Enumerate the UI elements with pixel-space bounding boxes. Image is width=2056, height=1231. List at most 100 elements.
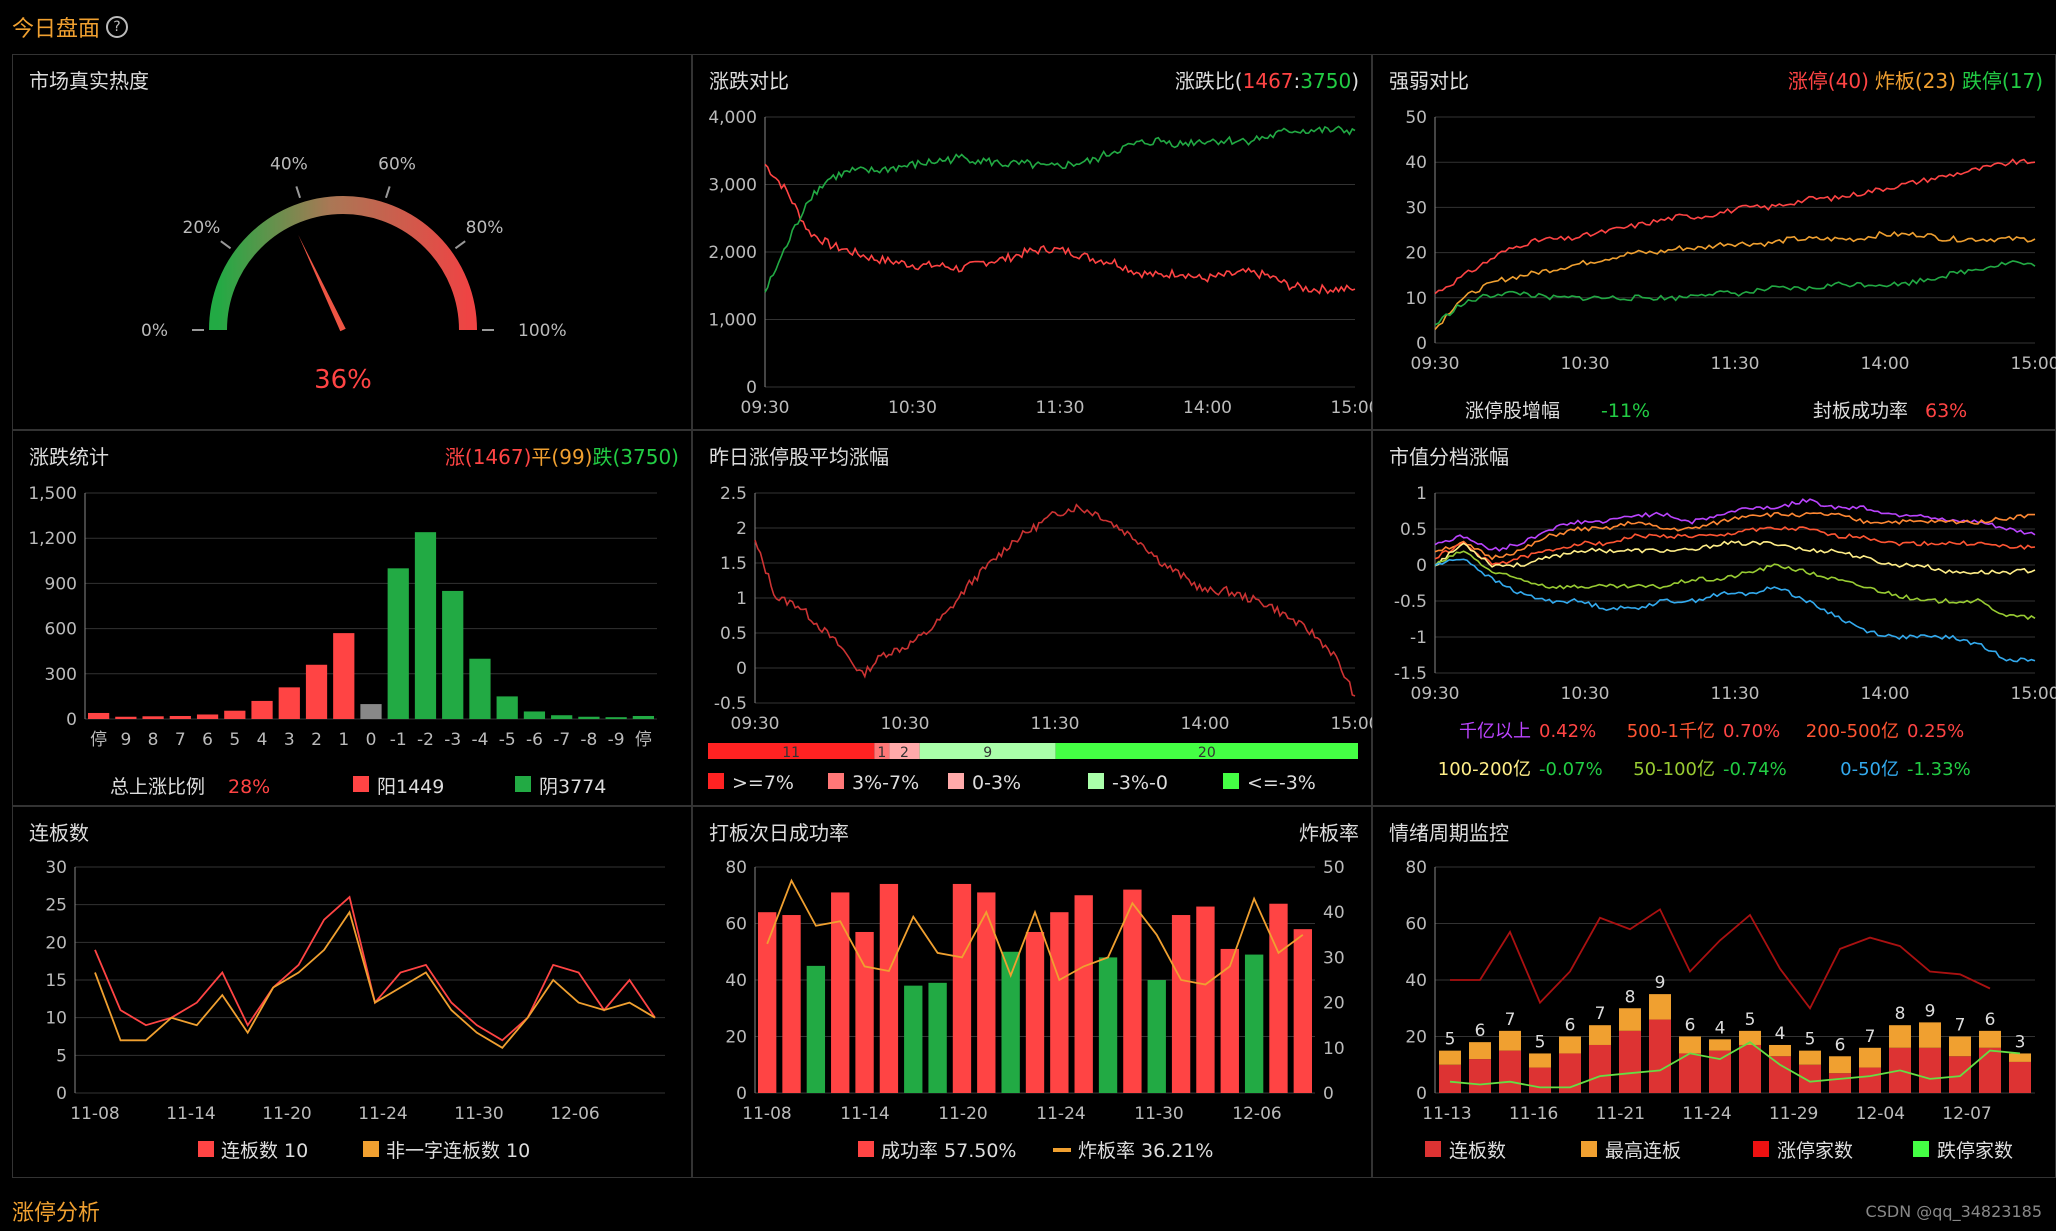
panel-avg: 昨日涨停股平均涨幅 2.5 2 1.5 1 0.5 0 -0.5 09:30 10:30 11:3… [692,430,1373,806]
strength-stat-label: 封板成功率 [1813,400,1908,422]
stats-xtick: 7 [175,730,186,750]
cycle-zuigao-bar [1529,1053,1551,1068]
strength-stat-value: -11% [1601,400,1650,422]
cap-xtick: 09:30 [1411,684,1460,704]
success-xtick: 11-08 [742,1104,791,1124]
avg-legend-label: 0-3% [972,772,1021,794]
stats-xtick: 8 [148,730,159,750]
success-bar [1244,954,1264,1093]
section-title: 今日盘面 [12,17,101,42]
avg-ytick: 2 [736,519,747,539]
avg-xtick: 09:30 [731,714,780,734]
cycle-dieting-line [1449,1041,2021,1089]
gauge-tick-mark [385,186,391,199]
strength-xtick: 15:00 [2011,354,2056,374]
lianban-legend-swatch [198,1141,214,1157]
avg-dist-segment [708,743,875,759]
success-zhaban-line [766,878,1304,986]
cycle-ytick: 60 [1405,915,1427,935]
stats-yin-swatch [515,776,531,792]
avg-legend-swatch [1223,773,1239,789]
lianban-ytick: 5 [56,1046,67,1066]
avg-xtick: 14:00 [1181,714,1230,734]
cycle-bar-label: 3 [2015,1032,2026,1052]
cycle-lianban-bar [1859,1067,1881,1093]
gauge-tick-label: 40% [270,155,308,175]
cycle-lianban-bar [1559,1053,1581,1093]
success-ytick: 0 [736,1084,747,1104]
lianban-ytick: 10 [45,1009,67,1029]
help-icon[interactable]: ? [106,16,129,38]
gauge-tick-label: 0% [141,321,168,341]
stats-bar [305,664,328,719]
gauge-tick-label: 80% [466,218,504,238]
gauge-tick-mark [220,240,232,250]
updown-xtick: 09:30 [741,398,790,418]
stats-summary-item: 跌(3750) [592,445,679,469]
lianban-series-line [94,895,656,1042]
updown-xtick: 10:30 [888,398,937,418]
cycle-zuigao-bar [1589,1025,1611,1045]
panel-success: 打板次日成功率 炸板率 80 60 40 20 0 50 40 30 20 10 0 11-08 11-… [692,806,1372,1178]
cycle-title: 情绪周期监控 [1389,821,1509,845]
strength-xtick: 09:30 [1411,354,1460,374]
cap-legend-value: -0.74% [1723,759,1787,780]
cycle-zuigao-bar [1919,1022,1941,1048]
success-bar [758,912,777,1093]
cycle-lianban-bar [1529,1067,1551,1093]
stats-xtick: 0 [366,730,377,750]
gauge-title: 市场真实热度 [29,69,149,93]
lianban-ytick: 20 [45,933,67,953]
updown-title: 涨跌对比 [709,69,789,93]
gauge-chart: 0% 20% 40% 60% 80% 100% 36% [141,155,567,395]
success-bar [904,985,923,1093]
cycle-zuigao-bar [1829,1056,1851,1074]
strength-series-line [1434,260,2036,326]
cap-ytick: 0.5 [1400,520,1427,540]
stats-bar [496,696,518,719]
lianban-series-line [94,910,656,1049]
avg-ytick: 1 [736,589,747,609]
cycle-ytick: 0 [1416,1084,1427,1104]
cap-chart: 1 0.5 0 -0.5 -1 -1.509:30 10:30 11:30 14:00 15:00… [1394,484,2056,780]
cap-ytick: -1 [1410,628,1427,648]
success-bar [1025,931,1045,1093]
cycle-bar-label: 8 [1625,987,1636,1007]
cap-series-line [1434,558,2036,663]
cap-ytick: -1.5 [1394,664,1427,684]
cycle-zuigao-bar [1499,1030,1521,1051]
cap-legend-label: 100-200亿 [1438,759,1531,780]
stats-ytick: 0 [66,710,77,730]
stats-ratio-value: 28% [228,776,270,798]
cycle-bar-label: 7 [1865,1027,1876,1047]
strength-legend-item: 涨停(40) [1787,69,1869,93]
cycle-lianban-bar [1739,1044,1761,1093]
cycle-bar-label: 7 [1505,1010,1516,1030]
success-ytick-right: 0 [1323,1084,1334,1104]
cycle-xtick: 11-24 [1682,1104,1731,1124]
success-xtick: 12-06 [1232,1104,1281,1124]
strength-chart: 50 40 30 20 10 009:30 10:30 11:30 14:00 15:00 涨停股增… [1405,108,2056,422]
success-bar [855,931,874,1093]
cycle-lianban-bar [2009,1061,2031,1093]
stats-bar [251,700,273,719]
success-ytick-right: 20 [1323,994,1345,1014]
success-bar [1171,915,1191,1093]
cycle-xtick: 11-21 [1596,1104,1645,1124]
avg-dist-count: 2 [900,745,909,761]
stats-bar [414,532,437,719]
stats-xtick: -5 [499,730,516,750]
avg-legend-swatch [828,773,844,789]
gauge-arc [209,196,477,331]
cycle-bar-label: 7 [1955,1016,1966,1036]
stats-yang-label: 阳1449 [377,776,444,798]
updown-ytick: 4,000 [708,108,757,128]
cycle-bar-label: 8 [1895,1004,1906,1024]
success-ytick-right: 50 [1323,858,1345,878]
stats-bar [333,633,355,719]
stats-bar [605,717,627,719]
avg-chart: 2.5 2 1.5 1 0.5 0 -0.509:30 10:30 11:30 14:00 15:0… [708,484,1373,794]
success-ytick: 20 [725,1028,747,1048]
cycle-zuigao-bar [1859,1047,1881,1068]
stats-xtick: 停 [90,730,107,750]
